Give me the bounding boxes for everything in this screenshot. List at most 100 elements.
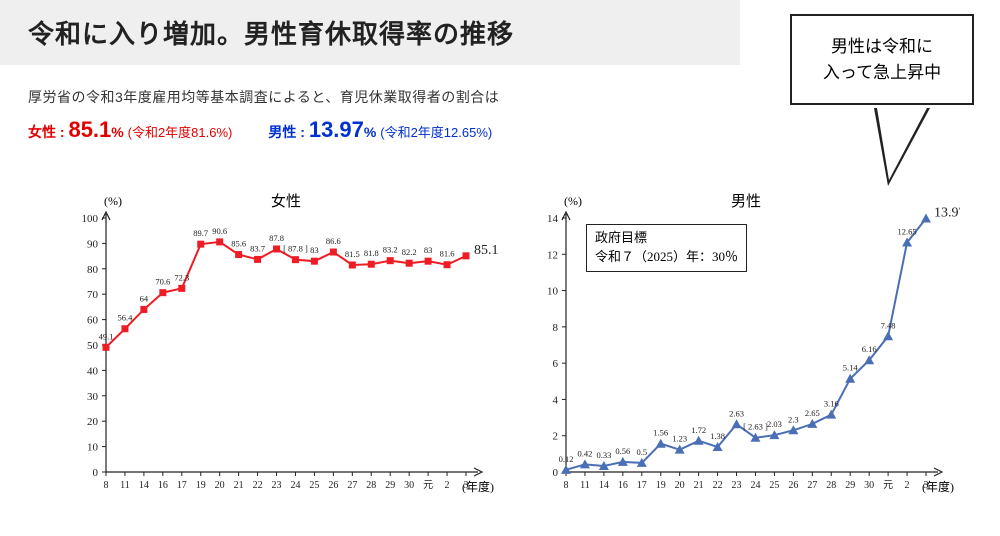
svg-text:20: 20 <box>675 480 685 491</box>
stat-female-value: 85.1 <box>68 117 111 142</box>
svg-text:2: 2 <box>553 431 559 443</box>
svg-text:10: 10 <box>87 442 99 454</box>
svg-text:2.3: 2.3 <box>788 414 799 424</box>
svg-text:87.8: 87.8 <box>269 233 284 243</box>
svg-text:70: 70 <box>87 289 99 301</box>
svg-text:80: 80 <box>87 264 99 276</box>
svg-text:29: 29 <box>845 480 855 491</box>
chart-svg: 0102030405060708090100811141617192021222… <box>60 184 500 504</box>
svg-text:7.48: 7.48 <box>881 320 896 330</box>
svg-text:0.5: 0.5 <box>636 447 647 457</box>
svg-text:6.16: 6.16 <box>862 344 877 354</box>
svg-text:2.63: 2.63 <box>729 408 744 418</box>
svg-text:27: 27 <box>347 480 357 491</box>
svg-text:5.14: 5.14 <box>843 363 859 373</box>
svg-text:21: 21 <box>234 480 244 491</box>
svg-text:21: 21 <box>694 480 704 491</box>
x-axis-unit: (年度) <box>922 478 954 495</box>
y-axis-unit: (%) <box>564 194 582 209</box>
target-box: 政府目標令和７（2025）年：30％ <box>586 224 747 272</box>
svg-text:29: 29 <box>385 480 395 491</box>
svg-text:25: 25 <box>309 480 319 491</box>
stat-male-value: 13.97 <box>309 117 364 142</box>
svg-text:2.65: 2.65 <box>805 408 820 418</box>
svg-text:83: 83 <box>424 245 433 255</box>
chart-female: 0102030405060708090100811141617192021222… <box>60 184 500 504</box>
y-axis-unit: (%) <box>104 194 122 209</box>
svg-text:12.65: 12.65 <box>897 226 916 236</box>
svg-text:30: 30 <box>87 391 99 403</box>
svg-text:49.1: 49.1 <box>99 331 114 341</box>
svg-text:[ 2.63 ]: [ 2.63 ] <box>743 422 768 432</box>
stat-male: 男性 : 13.97% (令和2年度12.65%) <box>268 117 492 143</box>
svg-text:28: 28 <box>366 480 376 491</box>
svg-text:元: 元 <box>423 480 433 491</box>
svg-text:83.7: 83.7 <box>250 243 265 253</box>
svg-text:28: 28 <box>826 480 836 491</box>
svg-text:19: 19 <box>196 480 206 491</box>
svg-text:13.97: 13.97 <box>934 206 960 221</box>
svg-text:20: 20 <box>215 480 225 491</box>
svg-text:24: 24 <box>750 480 760 491</box>
svg-text:8: 8 <box>104 480 109 491</box>
chart-male: 0246810121481114161719202122232425262728… <box>520 184 960 504</box>
svg-text:6: 6 <box>553 358 559 370</box>
callout-line2: 入って急上昇中 <box>798 60 966 86</box>
svg-text:60: 60 <box>87 315 99 327</box>
stat-male-label: 男性 : <box>268 124 305 140</box>
svg-text:0.42: 0.42 <box>578 448 593 458</box>
svg-text:0.56: 0.56 <box>615 446 630 456</box>
svg-text:11: 11 <box>580 480 590 491</box>
svg-text:22: 22 <box>253 480 263 491</box>
svg-text:86.6: 86.6 <box>326 236 341 246</box>
stat-female: 女性 : 85.1% (令和2年度81.6%) <box>28 117 232 143</box>
page-title: 令和に入り増加。男性育休取得率の推移 <box>28 14 712 51</box>
svg-text:[ 87.8 ]: [ 87.8 ] <box>283 244 308 254</box>
svg-text:1.23: 1.23 <box>672 434 687 444</box>
svg-text:2: 2 <box>445 480 450 491</box>
svg-text:16: 16 <box>618 480 628 491</box>
svg-text:30: 30 <box>404 480 414 491</box>
svg-text:17: 17 <box>177 480 187 491</box>
svg-text:0: 0 <box>93 467 99 479</box>
callout-box: 男性は令和に 入って急上昇中 <box>790 14 974 105</box>
svg-text:1.56: 1.56 <box>653 428 668 438</box>
svg-text:14: 14 <box>139 480 149 491</box>
svg-text:25: 25 <box>769 480 779 491</box>
callout-line1: 男性は令和に <box>798 34 966 60</box>
svg-text:11: 11 <box>120 480 130 491</box>
svg-text:4: 4 <box>553 394 559 406</box>
svg-text:23: 23 <box>732 480 742 491</box>
stat-female-note: (令和2年度81.6%) <box>128 125 233 140</box>
svg-text:81.6: 81.6 <box>440 249 455 259</box>
svg-text:90: 90 <box>87 238 99 250</box>
svg-text:19: 19 <box>656 480 666 491</box>
svg-text:2: 2 <box>905 480 910 491</box>
stat-female-label: 女性 : <box>28 124 65 140</box>
svg-text:0.12: 0.12 <box>559 454 574 464</box>
svg-text:12: 12 <box>547 249 558 261</box>
svg-text:14: 14 <box>547 213 559 225</box>
svg-text:64: 64 <box>140 293 149 303</box>
svg-text:20: 20 <box>87 416 99 428</box>
charts-container: 0102030405060708090100811141617192021222… <box>60 184 960 504</box>
svg-text:100: 100 <box>82 213 99 225</box>
stat-female-unit: % <box>111 124 123 140</box>
svg-text:14: 14 <box>599 480 609 491</box>
svg-text:16: 16 <box>158 480 168 491</box>
svg-text:1.38: 1.38 <box>710 431 725 441</box>
svg-text:17: 17 <box>637 480 647 491</box>
svg-text:1.72: 1.72 <box>691 425 706 435</box>
svg-text:56.4: 56.4 <box>118 313 134 323</box>
svg-text:3.16: 3.16 <box>824 399 839 409</box>
stat-male-note: (令和2年度12.65%) <box>380 125 492 140</box>
svg-text:83.2: 83.2 <box>383 245 398 255</box>
svg-text:40: 40 <box>87 365 99 377</box>
svg-text:8: 8 <box>553 322 559 334</box>
svg-text:24: 24 <box>290 480 300 491</box>
stats-row: 女性 : 85.1% (令和2年度81.6%) 男性 : 13.97% (令和2… <box>28 117 1000 143</box>
svg-text:27: 27 <box>807 480 817 491</box>
svg-text:10: 10 <box>547 286 559 298</box>
title-bar: 令和に入り増加。男性育休取得率の推移 <box>0 0 740 65</box>
svg-text:85.6: 85.6 <box>231 239 246 249</box>
